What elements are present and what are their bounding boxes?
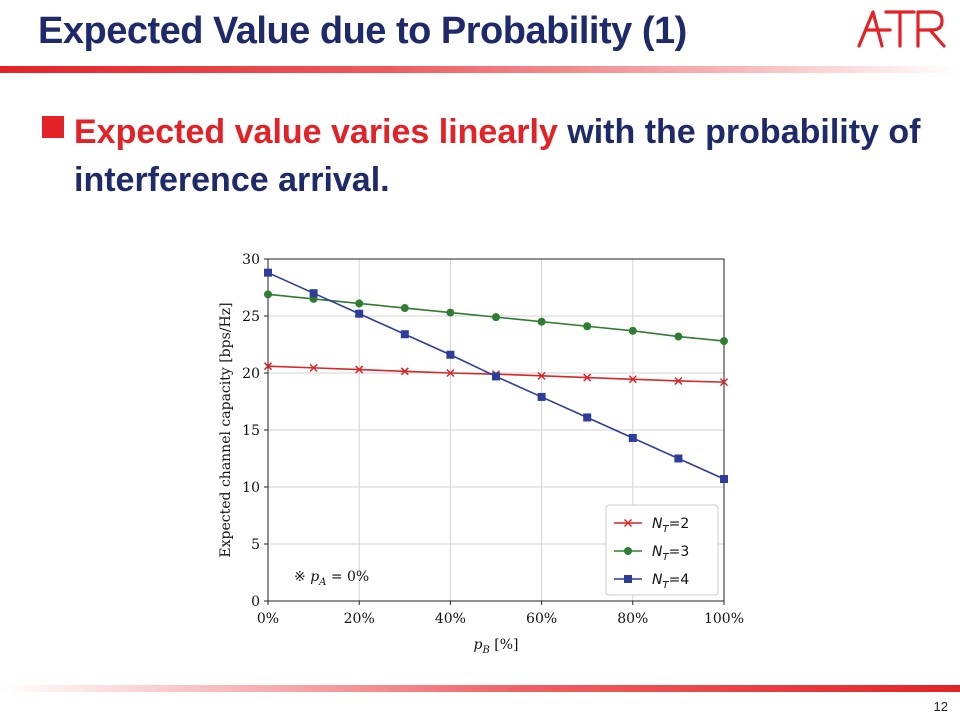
series-0-point-6-b — [537, 371, 546, 380]
series-0-point-8 — [628, 375, 637, 384]
series-2-point-5 — [492, 372, 500, 381]
footer-rule — [0, 685, 960, 692]
series-0-point-6 — [537, 371, 546, 380]
series-2-point-4 — [446, 350, 455, 359]
y-axis-label: Expected channel capacity [bps/Hz] — [218, 302, 234, 557]
series-0-point-7 — [583, 373, 592, 382]
page-number: 12 — [933, 699, 948, 714]
series-0-point-1-b — [309, 363, 318, 372]
series-1-point-6 — [537, 317, 546, 326]
legend-box — [605, 504, 719, 596]
series-1-point-9 — [674, 332, 683, 341]
series-1-point-8 — [628, 326, 637, 335]
x-tick-label-2: 40% — [435, 611, 466, 627]
x-tick-label-3: 60% — [526, 611, 557, 627]
series-1-point-4 — [446, 308, 455, 317]
series-1-point-3 — [400, 304, 409, 313]
series-2-point-7 — [583, 413, 592, 422]
series-1-point-10 — [720, 337, 728, 346]
series-0-point-2 — [355, 365, 364, 374]
legend-marker-0 — [623, 518, 633, 528]
series-0-point-10-b — [719, 378, 729, 387]
series-0-point-10 — [719, 378, 729, 387]
capacity-chart: 0% 20% 40% 60% 80% 100% 0 5 10 15 20 25 30 pB [%] Expe… — [218, 252, 744, 656]
x-tick-label-5: 100% — [704, 611, 744, 627]
series-0-point-9 — [674, 376, 683, 386]
bullet-square-icon — [42, 116, 64, 138]
series-0-point-0 — [263, 362, 273, 371]
y-tick-label-5: 25 — [242, 309, 260, 325]
legend-label-1: NT=3 — [652, 544, 689, 563]
y-tick-label-4: 20 — [242, 366, 260, 382]
legend-label-2: NT=4 — [652, 572, 689, 591]
series-2-point-8 — [628, 433, 637, 442]
x-axis-label: pB [%] — [473, 637, 518, 656]
series-1-point-5 — [492, 313, 500, 322]
series-0-point-4-b — [446, 368, 455, 378]
series-0-point-0-b — [263, 362, 273, 371]
atr-logo — [857, 10, 946, 48]
series-0-point-4 — [446, 368, 455, 378]
y-tick-label-3: 15 — [242, 423, 260, 439]
series-0-point-8-b — [628, 375, 637, 384]
series-2-point-10 — [720, 475, 728, 484]
header-rule — [0, 66, 960, 73]
series-0-point-3-b — [400, 367, 409, 376]
series-2-point-9 — [674, 454, 683, 463]
series-0-point-3 — [400, 367, 409, 376]
slide-title: Expected Value due to Probability (1) — [38, 10, 687, 52]
x-tick-label-4: 80% — [617, 611, 648, 627]
y-tick-label-0: 0 — [251, 594, 260, 610]
bullet-highlight: Expected value varies linearly — [74, 113, 558, 151]
y-tick-label-1: 5 — [251, 537, 260, 553]
series-1-point-2 — [355, 299, 364, 308]
legend-marker-2 — [624, 575, 632, 583]
chart-annotation: ※ pA = 0% — [294, 569, 369, 588]
series-1-point-7 — [583, 322, 592, 331]
series-2-point-6 — [537, 392, 546, 401]
series-0-point-1 — [309, 363, 318, 372]
series-2-point-0 — [264, 268, 272, 277]
y-tick-label-6: 30 — [242, 252, 260, 268]
series-2-point-1 — [309, 289, 318, 298]
series-1-point-0 — [264, 290, 272, 299]
bullet-point: Expected value varies linearly with the … — [42, 108, 922, 204]
legend-marker-0-b — [623, 518, 633, 528]
bullet-text: Expected value varies linearly with the … — [74, 108, 922, 204]
series-2-point-2 — [355, 309, 364, 318]
x-tick-label-1: 20% — [344, 611, 375, 627]
legend-label-0: NT=2 — [652, 516, 689, 535]
series-0-point-2-b — [355, 365, 364, 374]
y-tick-label-2: 10 — [242, 480, 260, 496]
x-tick-label-0: 0% — [257, 611, 279, 627]
series-0-point-7-b — [583, 373, 592, 382]
series-2-point-3 — [400, 330, 409, 339]
bullet-rest: with the probability of interference arr… — [74, 113, 921, 199]
legend-marker-1 — [624, 547, 632, 555]
series-0-point-9-b — [674, 376, 683, 386]
